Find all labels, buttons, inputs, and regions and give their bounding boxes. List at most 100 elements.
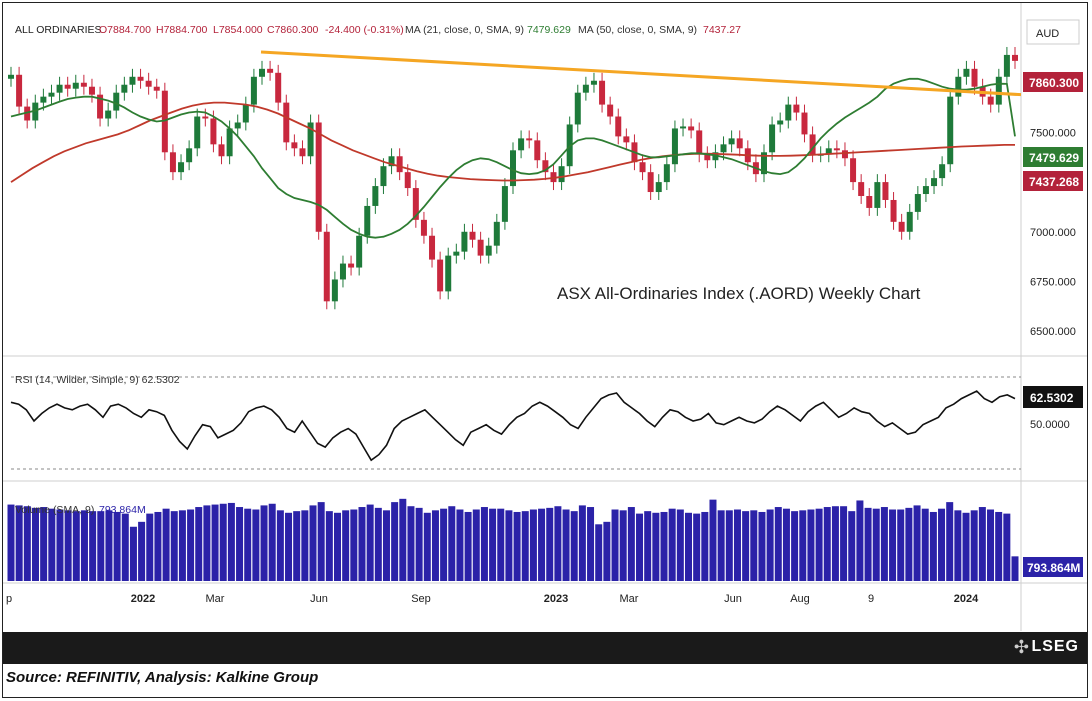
candle-body [704, 154, 711, 161]
chart-annotation: ASX All-Ordinaries Index (.AORD) Weekly … [557, 284, 921, 303]
ma21-price-tag [1023, 147, 1083, 167]
volume-bar [954, 510, 962, 581]
rsi-level-label: 50.0000 [1030, 419, 1070, 431]
change-value: -24.400 (-0.31%) [325, 24, 404, 36]
candle-body [785, 104, 792, 121]
currency-label: AUD [1036, 28, 1059, 40]
volume-bar [701, 511, 709, 581]
candle-body [526, 138, 533, 141]
candle-body [24, 106, 31, 121]
volume-bar [121, 513, 129, 581]
currency-box[interactable] [1026, 19, 1080, 45]
candle-body [874, 182, 881, 208]
ma50-price-tag [1023, 171, 1083, 191]
volume-bar [529, 509, 537, 581]
volume-bar [897, 509, 905, 581]
volume-bar [162, 508, 170, 581]
volume-bar [929, 511, 937, 581]
volume-bar [872, 508, 880, 581]
time-tick-label: 2024 [954, 593, 979, 605]
volume-bar [7, 504, 15, 581]
candle-body [615, 116, 622, 137]
volume-bar [268, 503, 276, 581]
candle-body [97, 94, 104, 119]
trend-line [260, 50, 1022, 97]
candle-body [420, 219, 427, 236]
candle-body [647, 172, 654, 193]
volume-bar [725, 510, 733, 581]
volume-bar [105, 510, 113, 581]
candle-body [429, 235, 436, 260]
price-tick-label: 6750.000 [1030, 276, 1076, 288]
ma50-line [10, 101, 1015, 183]
volume-bar [464, 511, 472, 581]
ma50-price-tag-text: 7437.268 [1029, 175, 1079, 189]
volume-bar [334, 512, 342, 581]
candle-body [777, 120, 784, 125]
rsi-label: RSI (14, Wilder, Simple, 9) 62.5302 [15, 374, 180, 386]
volume-value: 793.864M [99, 504, 146, 516]
volume-bar [309, 505, 317, 581]
volume-bar [676, 509, 684, 581]
candle-body [469, 231, 476, 240]
candle-body [590, 80, 597, 85]
candle-body [801, 112, 808, 135]
volume-bar [774, 507, 782, 581]
volume-bar [80, 510, 88, 581]
candle-body [80, 82, 87, 87]
time-tick-label: Mar [206, 593, 225, 605]
rsi-line [10, 390, 1016, 462]
volume-bar [219, 503, 227, 581]
candle-body [437, 259, 444, 292]
volume-value-tag [1023, 557, 1083, 577]
candle-body [64, 84, 71, 89]
candle-body [696, 130, 703, 155]
volume-bar [1011, 556, 1019, 581]
candle-body [680, 126, 687, 129]
candle-body [485, 245, 492, 256]
volume-bar [350, 509, 358, 581]
candle-body [169, 152, 176, 173]
volume-bar [921, 508, 929, 581]
candle-body [113, 92, 120, 111]
candle-body [242, 104, 249, 123]
candle-body [866, 196, 873, 208]
volume-bar [782, 508, 790, 581]
candle-body [461, 231, 468, 252]
candle-body [8, 74, 14, 79]
candle-body [906, 211, 913, 232]
candle-body [939, 164, 946, 179]
candle-body [542, 160, 549, 173]
volume-bar [513, 511, 521, 581]
candle-body [963, 68, 970, 77]
ma21-value: 7479.629 [527, 24, 571, 36]
candle-body [639, 162, 646, 173]
time-tick-label: Aug [790, 593, 810, 605]
volume-bar [546, 507, 554, 581]
volume-bar [440, 508, 448, 581]
volume-bar [317, 502, 325, 581]
volume-bar [40, 507, 48, 581]
candle-body [218, 144, 225, 157]
volume-bar [962, 512, 970, 581]
candle-body [137, 76, 144, 81]
volume-bar [578, 505, 586, 581]
volume-bar [587, 507, 595, 581]
candle-body [558, 166, 565, 183]
volume-bar [864, 507, 872, 581]
volume-bar [978, 507, 986, 581]
volume-bar [195, 507, 203, 581]
candle-body [210, 118, 217, 145]
volume-bar [660, 511, 668, 581]
volume-bar [880, 507, 888, 581]
volume-bar [538, 508, 546, 581]
volume-bar [374, 507, 382, 581]
volume-bar [138, 521, 146, 581]
close-price-tag [1023, 72, 1083, 92]
candle-body [194, 116, 201, 149]
volume-bar [252, 509, 260, 581]
volume-bar [913, 505, 921, 581]
volume-bar [285, 512, 293, 581]
volume-bar [570, 511, 578, 581]
volume-bar [905, 507, 913, 581]
